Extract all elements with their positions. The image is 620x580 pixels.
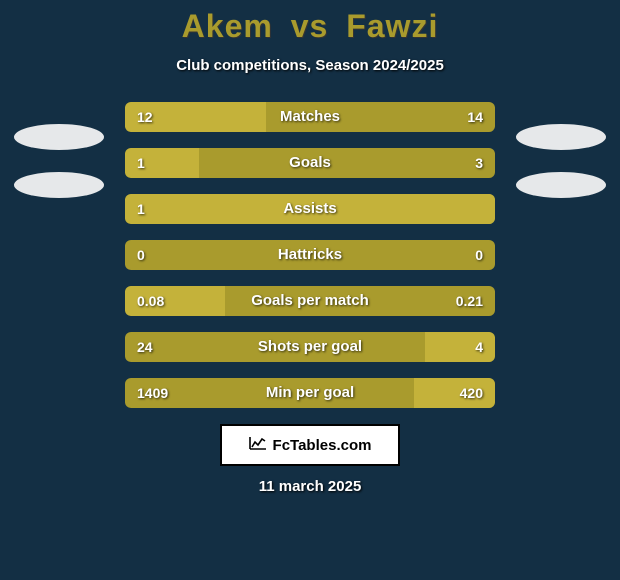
bar-value-left: 1 [137, 194, 145, 224]
bar-value-right: 3 [475, 148, 483, 178]
player1-badge-1 [14, 124, 104, 150]
bar-value-left: 0.08 [137, 286, 164, 316]
brand-text: FcTables.com [273, 437, 372, 454]
bar-value-right: 14 [467, 102, 483, 132]
bar-value-right: 420 [460, 378, 483, 408]
bar-value-left: 1409 [137, 378, 168, 408]
bar-label: Goals [125, 148, 495, 178]
player2-badge-1 [516, 124, 606, 150]
bar-label: Matches [125, 102, 495, 132]
footer-date: 11 march 2025 [0, 478, 620, 495]
stat-bar: Shots per goal24 4 [125, 332, 495, 362]
stat-bar: Goals1 3 [125, 148, 495, 178]
bar-value-right: 0.21 [456, 286, 483, 316]
bar-value-left: 1 [137, 148, 145, 178]
stat-bar: Matches12 14 [125, 102, 495, 132]
bar-value-right: 4 [475, 332, 483, 362]
player1-name: Akem [182, 8, 273, 44]
bar-value-left: 12 [137, 102, 153, 132]
brand-logo: FcTables.com [220, 424, 400, 466]
stat-bar: Min per goal1409 420 [125, 378, 495, 408]
player1-badge-2 [14, 172, 104, 198]
bar-value-right: 0 [475, 240, 483, 270]
chart-icon [249, 436, 267, 455]
bar-value-left: 24 [137, 332, 153, 362]
stat-bar: Assists1 [125, 194, 495, 224]
bar-value-left: 0 [137, 240, 145, 270]
stat-bars: Matches1214Goals13Assists1Hattricks00Goa… [125, 102, 495, 408]
bar-label: Shots per goal [125, 332, 495, 362]
bar-label: Goals per match [125, 286, 495, 316]
player2-badge-2 [516, 172, 606, 198]
title: Akem vs Fawzi [0, 8, 620, 45]
player2-name: Fawzi [346, 8, 438, 44]
bar-label: Hattricks [125, 240, 495, 270]
stat-bar: Goals per match0.08 0.21 [125, 286, 495, 316]
bar-label: Assists [125, 194, 495, 224]
vs-text: vs [291, 8, 329, 44]
bar-label: Min per goal [125, 378, 495, 408]
subtitle: Club competitions, Season 2024/2025 [0, 57, 620, 74]
comparison-infographic: Akem vs Fawzi Club competitions, Season … [0, 0, 620, 580]
stat-bar: Hattricks0 0 [125, 240, 495, 270]
